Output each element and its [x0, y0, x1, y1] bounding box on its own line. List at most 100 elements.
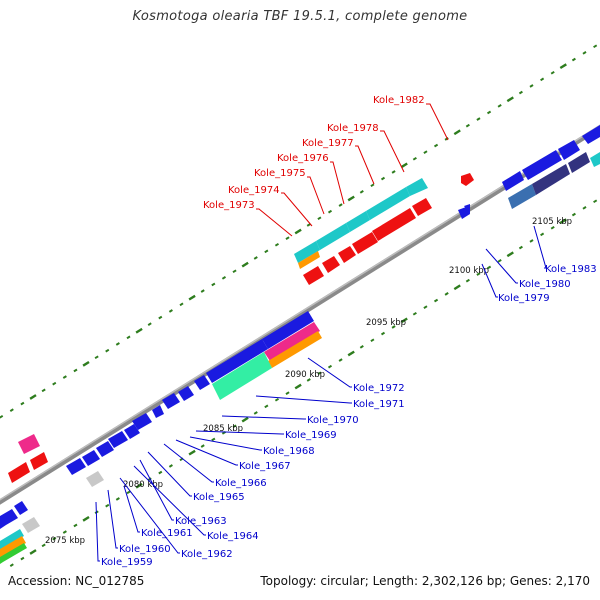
label-kole-1980[interactable]: Kole_1980 — [519, 279, 571, 290]
gene-blue-2105-3[interactable] — [558, 140, 580, 160]
gene-blue-mid-4[interactable] — [178, 386, 194, 401]
tick-mark — [62, 375, 67, 379]
gene-darkslate-2105-b[interactable] — [568, 152, 590, 173]
tick-mark — [115, 342, 120, 346]
label-kole-1967[interactable]: Kole_1967 — [239, 461, 291, 472]
gene-red-b[interactable] — [322, 256, 340, 273]
gene-red-f[interactable] — [412, 198, 432, 216]
gene-kole-1982[interactable] — [461, 173, 474, 186]
gene-blue-left-2[interactable] — [14, 501, 28, 515]
gene-red-a[interactable] — [303, 266, 324, 285]
tick-mark — [126, 335, 131, 340]
tick-mark — [380, 331, 386, 336]
tick-mark — [232, 269, 237, 274]
label-kole-1976[interactable]: Kole_1976 — [277, 153, 329, 164]
gene-blue-mid-3[interactable] — [262, 311, 314, 349]
tick-mark — [506, 251, 514, 258]
label-kole-1968[interactable]: Kole_1968 — [263, 446, 315, 457]
gene-blue-mid-1[interactable] — [194, 375, 210, 390]
gene-blue-mid-11[interactable] — [82, 450, 100, 466]
label-kole-1971[interactable]: Kole_1971 — [353, 399, 405, 410]
gene-small-blue-right-2[interactable] — [464, 204, 470, 214]
tick-mark — [444, 292, 449, 296]
tick-mark — [253, 411, 258, 415]
label-kole-1969[interactable]: Kole_1969 — [285, 430, 337, 441]
label-kole-1973[interactable]: Kole_1973 — [203, 200, 255, 211]
gene-steelblue-2105[interactable] — [508, 184, 536, 209]
leader-kole-1983 — [533, 225, 547, 269]
gene-kole-1978[interactable] — [406, 178, 428, 196]
gene-kole-1977[interactable] — [366, 187, 410, 220]
gene-orange-mid[interactable] — [268, 331, 322, 368]
tick-mark — [253, 256, 258, 260]
label-kole-1970[interactable]: Kole_1970 — [307, 415, 359, 426]
tick-mark — [52, 381, 57, 386]
gene-blue-mid-6[interactable] — [152, 405, 164, 418]
tick-mark — [400, 317, 408, 324]
tick-mark — [559, 218, 567, 225]
leader-kole-1978 — [380, 130, 405, 173]
leader-kole-1971 — [255, 395, 352, 404]
gene-blue-mid-9[interactable] — [108, 431, 128, 448]
gene-blue-mid-10[interactable] — [96, 441, 114, 457]
gene-magenta-left[interactable] — [18, 434, 40, 454]
label-kole-1964[interactable]: Kole_1964 — [207, 531, 259, 542]
gene-red-left-2[interactable] — [30, 452, 48, 470]
label-kole-1965[interactable]: Kole_1965 — [193, 492, 245, 503]
gene-blue-2105-1[interactable] — [502, 171, 524, 191]
gene-magenta-mid[interactable] — [264, 322, 320, 361]
label-kole-1982[interactable]: Kole_1982 — [373, 95, 425, 106]
tick-mark — [105, 348, 110, 353]
gene-blue-mid-7[interactable] — [132, 413, 152, 430]
tick-mark — [9, 563, 14, 567]
gene-kole-1974[interactable] — [316, 223, 350, 250]
gene-orange-left[interactable] — [0, 536, 26, 558]
tick-mark — [105, 503, 110, 508]
gene-kole-1973[interactable] — [294, 241, 320, 263]
label-kole-1972[interactable]: Kole_1972 — [353, 383, 405, 394]
gene-blue-far-right[interactable] — [582, 125, 600, 144]
gene-blue-2105-2[interactable] — [522, 150, 562, 180]
gene-blue-left-1[interactable] — [0, 509, 18, 529]
gene-kole-1976[interactable] — [346, 211, 370, 232]
gene-green-left[interactable] — [0, 543, 27, 564]
label-kole-1983[interactable]: Kole_1983 — [545, 264, 597, 275]
leader-kole-1960 — [107, 489, 118, 549]
gene-blue-mid-2[interactable] — [206, 339, 268, 383]
gene-orange-1[interactable] — [298, 251, 320, 269]
label-kole-1975[interactable]: Kole_1975 — [254, 168, 306, 179]
gene-teal-left[interactable] — [0, 529, 24, 550]
tick-mark — [82, 360, 90, 367]
gene-grey-left[interactable] — [22, 517, 40, 533]
leader-kole-1962 — [119, 477, 180, 554]
tick-mark — [20, 401, 25, 406]
gene-red-c[interactable] — [338, 246, 356, 263]
tick-mark — [423, 150, 428, 154]
gene-blue-mid-5[interactable] — [162, 393, 180, 409]
tick-mark — [168, 464, 173, 468]
tick-mark — [73, 368, 78, 373]
label-kole-1974[interactable]: Kole_1974 — [228, 185, 280, 196]
label-kole-1959[interactable]: Kole_1959 — [101, 557, 153, 568]
gene-blue-mid-8[interactable] — [124, 424, 140, 439]
gene-grey-mid[interactable] — [86, 471, 104, 487]
gene-red-d[interactable] — [352, 232, 378, 254]
label-kole-1966[interactable]: Kole_1966 — [215, 478, 267, 489]
label-kole-1960[interactable]: Kole_1960 — [119, 544, 171, 555]
leader-kole-1979 — [481, 263, 498, 298]
label-kole-1978[interactable]: Kole_1978 — [327, 123, 379, 134]
label-kole-1962[interactable]: Kole_1962 — [181, 549, 233, 560]
gene-darkslate-2105[interactable] — [532, 164, 570, 195]
gene-kole-1972-aqua[interactable] — [212, 352, 272, 400]
tick-mark — [94, 355, 99, 360]
label-kole-1979[interactable]: Kole_1979 — [498, 293, 550, 304]
tick-mark — [135, 482, 143, 489]
gene-red-e[interactable] — [372, 208, 416, 241]
label-kole-1961[interactable]: Kole_1961 — [141, 528, 193, 539]
label-kole-1963[interactable]: Kole_1963 — [175, 516, 227, 527]
tick-mark — [550, 70, 555, 75]
gene-red-left-1[interactable] — [8, 462, 30, 483]
gene-blue-mid-12[interactable] — [66, 458, 86, 475]
gene-cyan-far-right[interactable] — [590, 152, 600, 167]
label-kole-1977[interactable]: Kole_1977 — [302, 138, 354, 149]
